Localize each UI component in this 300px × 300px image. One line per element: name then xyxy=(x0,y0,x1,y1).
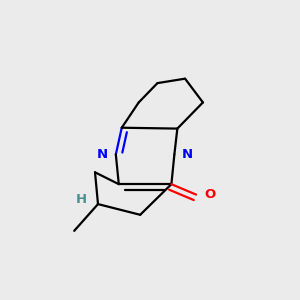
Text: O: O xyxy=(205,188,216,201)
Text: N: N xyxy=(182,148,193,161)
Text: N: N xyxy=(97,148,108,161)
Text: H: H xyxy=(76,193,87,206)
